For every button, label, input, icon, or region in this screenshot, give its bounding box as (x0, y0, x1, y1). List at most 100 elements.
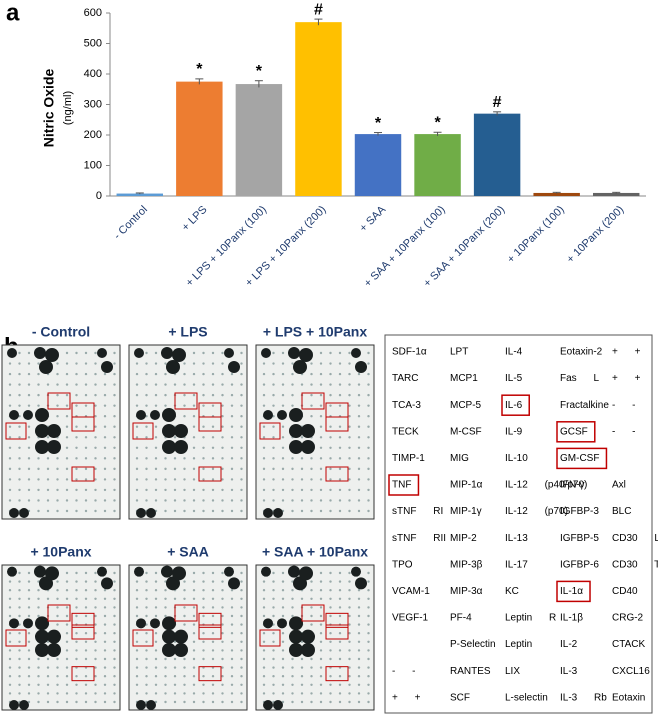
y-axis-unit: (ng/ml) (62, 91, 74, 125)
blot-dot (27, 649, 31, 652)
blot-dot (367, 571, 370, 575)
highlight-box (556, 447, 608, 470)
table-cell: TIMP-1 (392, 453, 425, 464)
blot-image (1, 564, 121, 711)
blot-dot (37, 393, 40, 397)
blot-dot (84, 372, 88, 376)
blot-dot (338, 425, 342, 428)
blot-dot (262, 675, 266, 678)
bar (414, 134, 461, 196)
blot-dot (272, 351, 275, 355)
blot-dot (94, 675, 97, 678)
table-cell: sTNF RII (392, 533, 446, 544)
blot-dot (56, 657, 59, 661)
blot-dot (27, 436, 31, 439)
blot-dot (75, 467, 78, 471)
blot-dot (27, 478, 31, 481)
blot-dot (94, 692, 97, 695)
blot-spot (224, 348, 234, 358)
table-cell: P-Selectin (450, 639, 496, 650)
blot-dot (37, 362, 40, 365)
table-cell: IL-1α (560, 586, 583, 597)
blot-dot (329, 649, 332, 652)
blot-dot (230, 623, 234, 626)
blot-dot (281, 683, 285, 686)
blot-dot (65, 597, 69, 600)
blot-dot (319, 467, 323, 471)
blot-dot (103, 640, 107, 643)
blot-dot (221, 362, 224, 365)
blot-dot (173, 509, 177, 513)
table-cell: CD30 T (612, 559, 658, 570)
blot-dot (262, 467, 266, 471)
blot-dot (348, 589, 351, 592)
blot-spot (162, 616, 176, 631)
blot-dot (367, 700, 370, 704)
blot-dot (291, 606, 294, 609)
blot-dot (367, 415, 370, 418)
blot-spot (289, 424, 303, 438)
blot-dot (173, 488, 177, 492)
blot-dot (164, 657, 167, 661)
blot-spot (9, 508, 19, 518)
table-cell: MIP-2 (450, 533, 477, 544)
blot-dot (84, 589, 88, 592)
blot-dot (65, 362, 69, 365)
blot-dot (291, 597, 294, 600)
blot-dot (319, 623, 323, 626)
blot-dot (338, 606, 342, 609)
blot-dot (202, 499, 205, 502)
blot-dot (56, 700, 59, 704)
blot-dot (281, 692, 285, 695)
blot-dot (27, 580, 31, 583)
highlight-box (198, 624, 222, 640)
blot-dot (272, 362, 275, 365)
blot-spot (45, 566, 59, 581)
blot-dot (357, 383, 361, 386)
blot-dot (367, 436, 370, 439)
blot-dot (27, 657, 31, 661)
blot-dot (113, 640, 116, 643)
blot-dot (230, 657, 234, 661)
highlight-box (132, 629, 154, 647)
blot-dot (75, 640, 78, 643)
blot-dot (329, 700, 332, 704)
blot-dot (65, 436, 69, 439)
blot-dot (319, 351, 323, 355)
blot-dot (56, 478, 59, 481)
blot-dot (135, 692, 139, 695)
blot-dot (84, 675, 88, 678)
blot-dot (103, 623, 107, 626)
blot-dot (46, 488, 50, 492)
blot-dot (145, 499, 148, 502)
blot-dot (310, 666, 313, 669)
blot-dot (319, 683, 323, 686)
blot-dot (65, 383, 69, 386)
blot-dot (348, 393, 351, 397)
blot-dot (357, 606, 361, 609)
blot-dot (18, 457, 21, 460)
blot-dot (94, 415, 97, 418)
blot-dot (173, 436, 177, 439)
blot-dot (211, 606, 215, 609)
blot-dot (56, 393, 59, 397)
blot-dot (27, 692, 31, 695)
blot-dot (281, 640, 285, 643)
blot-dot (329, 657, 332, 661)
blot-dot (84, 640, 88, 643)
blot-dot (65, 683, 69, 686)
blot-dot (103, 467, 107, 471)
blot-dot (310, 362, 313, 365)
blot-spot (9, 618, 19, 629)
blot-dot (240, 640, 243, 643)
blot-dot (75, 589, 78, 592)
blot-dot (65, 623, 69, 626)
blot-dot (18, 467, 21, 471)
blot-dot (27, 351, 31, 355)
blot-dot (281, 580, 285, 583)
blot-dot (103, 614, 107, 618)
blot-dot (357, 623, 361, 626)
blot-dot (291, 393, 294, 397)
blot-spot (47, 424, 61, 438)
blot-dot (65, 467, 69, 471)
